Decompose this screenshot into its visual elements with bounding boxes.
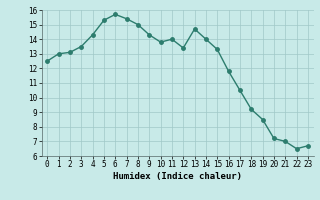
X-axis label: Humidex (Indice chaleur): Humidex (Indice chaleur) [113,172,242,181]
